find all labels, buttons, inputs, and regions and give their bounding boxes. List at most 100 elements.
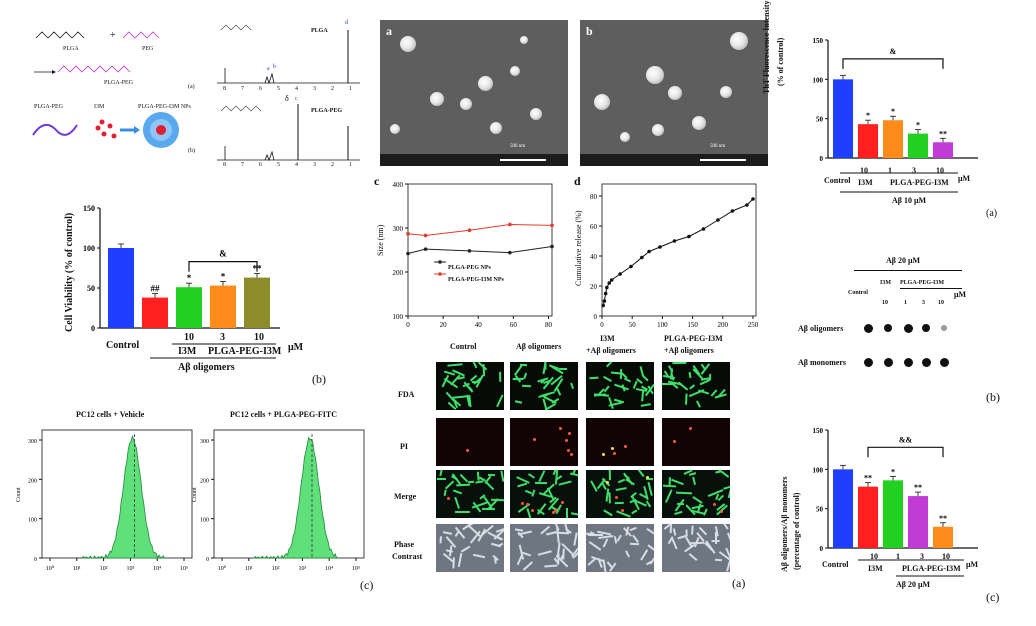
cell-process: [615, 501, 625, 505]
fl-col-plga-abeta: +Aβ oligomers: [664, 346, 714, 355]
cell-process: [514, 400, 522, 404]
y-tick-label: 20: [590, 283, 598, 291]
fl-row-merge: Merge: [394, 492, 417, 501]
data-point: [508, 250, 512, 255]
cell-process: [570, 472, 578, 478]
micrograph-fda: [436, 362, 504, 410]
blot-dot: [904, 358, 913, 367]
dead-cell-dot: [620, 508, 624, 512]
cell-process: [618, 478, 626, 484]
tht-footer: Aβ 10 μM: [892, 196, 927, 205]
release-plot: 0 20 40 60 80 0 50 100 150 200 250: [590, 183, 759, 329]
bar: [833, 79, 853, 158]
x-tick-label: 10¹: [73, 566, 81, 572]
blot-i3m: I3M: [880, 280, 891, 286]
significance-mark: ##: [151, 284, 161, 294]
cell-process: [727, 532, 730, 548]
y-tick-label: 40: [590, 253, 598, 261]
tht-conc: 10: [860, 166, 868, 175]
x-tick-label: 20: [440, 321, 448, 329]
ratio-plga-label: PLGA-PEG-I3M: [902, 564, 961, 573]
y-tick-label: 0: [34, 557, 37, 563]
cell-process: [688, 372, 692, 379]
significance-mark: *: [916, 121, 920, 130]
dead-cell-dot: [646, 476, 650, 480]
blot-row-oligomers: Aβ oligomers: [798, 324, 844, 333]
data-point: [406, 251, 410, 256]
data-point: [423, 247, 428, 251]
dead-cell-dot: [615, 495, 619, 499]
significance-mark: **: [939, 514, 947, 523]
cell-process: [538, 470, 546, 482]
micrograph-pi: [510, 418, 578, 466]
cv-conc: 10: [184, 332, 194, 343]
data-point: [467, 228, 472, 232]
fl-row-phase: Phase: [394, 540, 414, 549]
label-plga-peg: PLGA-PEG: [104, 80, 134, 86]
cell-process: [523, 561, 534, 571]
data-point: [687, 234, 691, 239]
micrograph-pi: [436, 418, 504, 466]
bracket-mark: &&: [899, 435, 913, 444]
tht-i3m-label: I3M: [858, 178, 873, 187]
data-point: [601, 303, 606, 308]
cell-process: [602, 538, 609, 548]
cell-process: [553, 524, 560, 531]
data-point: [618, 272, 622, 276]
cell-process: [617, 534, 623, 542]
sem-scale-text: 500 nm: [710, 144, 726, 149]
cell-process: [670, 373, 675, 382]
cell-process: [728, 482, 730, 498]
cell-process: [703, 508, 708, 516]
dead-cell-dot: [605, 481, 609, 485]
flow-tag: (c): [360, 578, 374, 592]
bar: [858, 486, 878, 548]
cell-process: [468, 480, 475, 483]
cell-process: [606, 362, 613, 368]
series-line: [407, 245, 553, 255]
blot-dot: [864, 324, 873, 333]
sem-panel-a-label: a: [386, 24, 392, 38]
micrograph-phase: [436, 524, 504, 572]
blot-conc: 10: [882, 300, 888, 306]
cell-process: [450, 374, 461, 386]
x-tick-label: 10²: [100, 566, 108, 572]
significance-mark: **: [939, 129, 947, 138]
bar: [176, 287, 202, 328]
cell-viability-chart: 0 50 100 150 ## * * ** & Cell Viability (% of co…: [60, 196, 350, 392]
cell-process: [528, 473, 536, 480]
ratio-footer: Aβ 20 μM: [896, 580, 931, 589]
cell-process: [439, 470, 443, 477]
ratio-chart: 0 50 100 150 ** * ** ** && Aβ oligomers/Aβ monom…: [780, 420, 1032, 620]
cell-process: [496, 394, 504, 408]
blot-control: Control: [848, 290, 868, 296]
nmr-tick: 7: [241, 162, 244, 168]
cell-process: [486, 481, 495, 491]
cv-tag: (b): [312, 372, 326, 386]
significance-mark: **: [864, 474, 872, 483]
nmr-tick: 5: [277, 162, 280, 168]
ratio-ylabel: Aβ oligomers/Aβ monomers: [780, 476, 789, 572]
cell-process: [624, 550, 630, 558]
blot-row-monomers: Aβ monomers: [798, 358, 846, 367]
ratio-conc: 10: [942, 552, 950, 561]
y-tick-label: 100: [393, 313, 404, 321]
y-tick-label: 100: [83, 244, 95, 253]
nmr-tick: 8: [223, 86, 226, 92]
tht-conc: 3: [912, 166, 916, 175]
micrograph-phase: [510, 524, 578, 572]
bar: [883, 120, 903, 158]
release-plot-panel: 0 20 40 60 80 0 50 100 150 200 250 d Cumulative re…: [566, 174, 766, 334]
cell-process: [602, 559, 607, 572]
cv-control-label: Control: [106, 340, 140, 351]
data-point: [423, 233, 428, 238]
y-tick-label: 300: [28, 439, 37, 445]
label-np-plga-peg: PLGA-PEG: [34, 104, 64, 110]
ratio-control-label: Control: [822, 560, 849, 569]
nmr-tick: 1: [349, 86, 352, 92]
data-point: [607, 281, 612, 285]
tht-chart: 0 50 100 150 * * * ** & ThT Fluorescence Intensi…: [762, 1, 1032, 230]
label-np-i3m: I3M: [94, 104, 105, 110]
